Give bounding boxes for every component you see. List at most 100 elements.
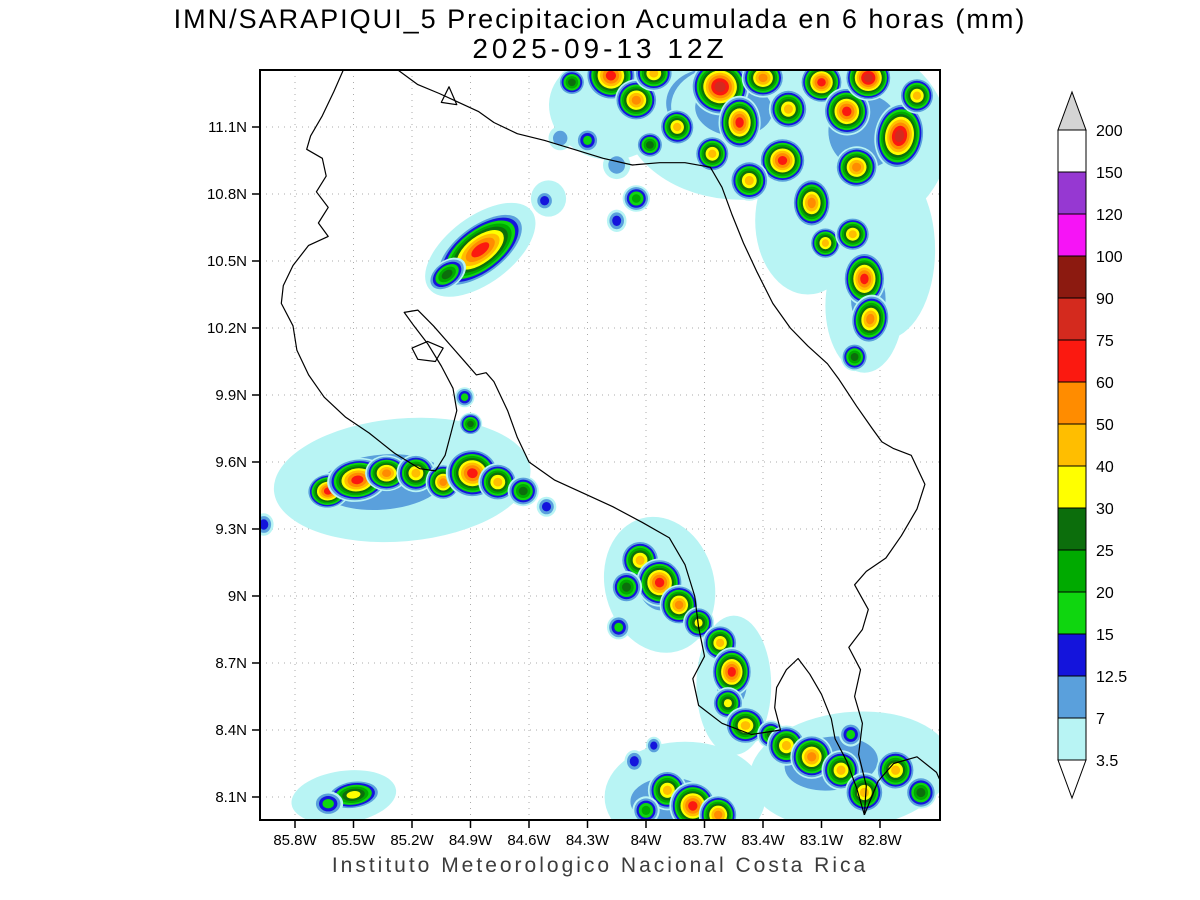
precip-cell-ring [471, 242, 490, 258]
axis-labels: 11.1N 10.8N 10.5N 10.2N 9.9N 9.6N 9.3N 9N 8.7N 8.… [207, 119, 903, 849]
colorbar-label: 12.5 [1096, 669, 1127, 686]
colorbar-label: 50 [1096, 417, 1114, 434]
precip-cell-ring [708, 149, 717, 158]
colorbar-band [1057, 591, 1087, 635]
precip-cell-ring [863, 73, 873, 83]
lon-tick-label: 85.2W [390, 832, 434, 849]
colorbar-band [1057, 675, 1087, 719]
precipitation-cells [260, 70, 940, 820]
lon-tick-label: 85.5W [332, 832, 376, 849]
precip-cell-ring [866, 313, 875, 325]
colorbar-label: 3.5 [1096, 753, 1118, 770]
precip-cell-ring [842, 106, 852, 117]
colorbar-band [1057, 255, 1087, 299]
lon-tick-label: 82.8W [858, 832, 902, 849]
colorbar-label: 7 [1096, 711, 1105, 728]
precip-cell-ring [662, 785, 672, 795]
coastline-path [863, 756, 940, 816]
precip-cell-ring [777, 156, 788, 165]
colorbar-label: 75 [1096, 333, 1114, 350]
lat-tick-label: 11.1N [208, 119, 247, 136]
precip-cell-ring [635, 555, 645, 565]
precip-cell-ring [467, 468, 478, 479]
precip-cell-ring [674, 600, 684, 610]
precip-cell-ring [542, 502, 551, 512]
precip-cell-ring [740, 721, 751, 730]
precip-cell-ring [382, 469, 392, 477]
precip-cell-ring [568, 78, 576, 87]
colorbar-band [1057, 171, 1087, 215]
precip-cell-ring [583, 135, 592, 145]
precip-cell-ring [916, 787, 926, 798]
precip-cell-ring [744, 175, 754, 186]
island-path [440, 86, 458, 106]
precip-cell-ring [467, 420, 474, 428]
precip-cell-ring [852, 162, 862, 172]
precip-cell-ring [821, 239, 829, 247]
precip-cell-ring [650, 741, 658, 750]
lon-tick-label: 84W [631, 832, 663, 849]
colorbar-label: 40 [1096, 459, 1114, 476]
lat-tick-label: 10.8N [207, 186, 247, 203]
precip-cell-ring [622, 582, 631, 592]
coastline-path [396, 70, 926, 815]
lon-tick-label: 84.9W [449, 832, 493, 849]
precip-cell-ring [322, 799, 334, 809]
chart-title-line2: 2025-09-13 12Z [472, 33, 728, 64]
colorbar-band [1057, 381, 1087, 425]
colorbar-label: 100 [1096, 249, 1123, 266]
precip-cell-ring [439, 478, 447, 486]
precip-cell-ring [807, 197, 816, 209]
lon-tick-label: 83.4W [741, 832, 785, 849]
map-frame [259, 69, 941, 821]
precip-cell-ring [723, 699, 732, 708]
precip-cell-ring [735, 117, 744, 128]
colorbar-label: 200 [1096, 123, 1123, 140]
colorbar-label: 15 [1096, 627, 1114, 644]
colorbar-band [1057, 297, 1087, 341]
precip-cell-ring [894, 129, 905, 143]
colorbar-label: 30 [1096, 501, 1114, 518]
lat-tick-label: 9N [228, 588, 247, 605]
colorbar-band [1057, 717, 1087, 761]
precip-cell-ring [714, 810, 723, 820]
lat-tick-label: 9.6N [215, 454, 247, 471]
precip-cell-ring [614, 622, 624, 632]
coastline-path [280, 70, 865, 816]
lat-tick-label: 9.3N [215, 521, 247, 538]
lat-tick-label: 10.2N [207, 320, 247, 337]
lon-tick-label: 83.1W [800, 832, 844, 849]
precip-cell-ring [649, 70, 659, 78]
colorbar-band [1057, 423, 1087, 467]
precip-cell-ring [631, 95, 641, 105]
precip-cell-ring [346, 791, 361, 799]
lon-tick-label: 84.3W [566, 832, 610, 849]
precip-cell-ring [460, 393, 469, 401]
lat-tick-label: 8.1N [215, 789, 247, 806]
precip-cell-ring [716, 638, 725, 648]
coastlines [280, 70, 940, 816]
precip-cell-ring [641, 805, 651, 815]
precip-cell-ring [836, 765, 846, 775]
precip-cell-ring [912, 91, 922, 100]
precip-cell-ring [848, 230, 857, 239]
precip-cell-ring [891, 765, 901, 775]
lat-tick-label: 9.9N [215, 387, 247, 404]
precip-cell-ring [654, 577, 665, 588]
colorbar-band [1057, 549, 1087, 593]
lon-tick-label: 83.7W [683, 832, 727, 849]
precip-cell-ring [727, 667, 736, 677]
colorbar-arrow-down [1057, 759, 1087, 800]
precip-cell-ring [629, 756, 639, 767]
precip-cell-ring [817, 78, 826, 87]
precip-cell-ring [850, 353, 859, 361]
precip-cell-ring [553, 130, 568, 146]
precip-cell-ring [493, 477, 503, 487]
precip-cell-ring [540, 196, 550, 206]
colorbar-label: 90 [1096, 291, 1114, 308]
precip-cell-ring [673, 122, 682, 132]
footer-caption: Instituto Meteorologico Nacional Costa R… [331, 854, 869, 877]
colorbar-label: 120 [1096, 207, 1123, 224]
precip-cell-ring [441, 269, 453, 280]
precip-cell-ring [807, 752, 817, 762]
